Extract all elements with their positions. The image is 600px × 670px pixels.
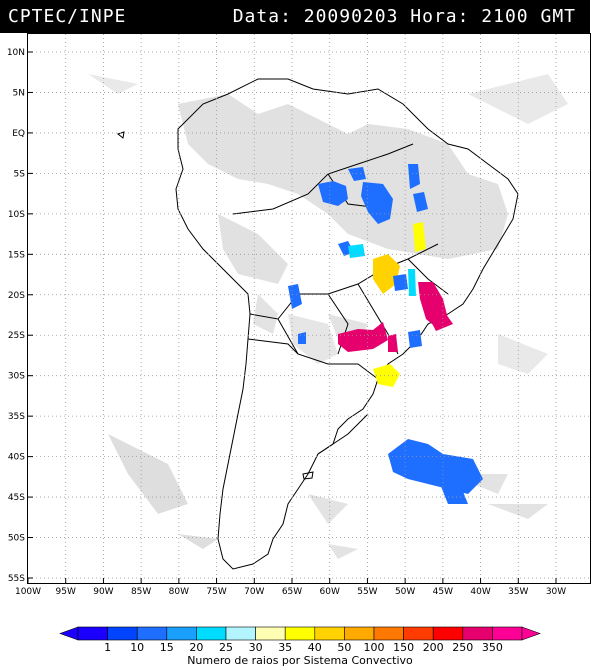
lon-label: 55W (357, 587, 377, 597)
lon-label: 95W (56, 587, 76, 597)
legend-swatch (373, 626, 404, 641)
lon-label: 90W (93, 587, 113, 597)
legend-value: 20 (189, 641, 203, 653)
lon-label: 100W (15, 587, 41, 597)
lat-label: 35S (8, 412, 25, 422)
lon-label: 35W (508, 587, 528, 597)
legend-value: 250 (452, 641, 473, 653)
source-label: CPTEC/INPE (8, 6, 127, 27)
longitude-labels: 100W 95W 90W 85W 80W 75W 70W 65W 60W 55W 50W 45W 40W… (15, 578, 566, 597)
legend-swatch (107, 626, 138, 641)
lon-label: 80W (169, 587, 189, 597)
lat-label: 15S (8, 250, 25, 260)
color-legend: 1 10 15 20 25 30 35 40 50 100 150 200 250 350 (59, 626, 541, 653)
legend-arrow-left (59, 626, 79, 641)
legend-value: 50 (337, 641, 351, 653)
lon-label: 75W (206, 587, 226, 597)
legend-swatch (432, 626, 464, 641)
legend-swatch (314, 626, 345, 641)
lat-label: 25S (8, 331, 25, 341)
lat-label: 40S (8, 453, 25, 463)
legend-swatch (225, 626, 256, 641)
legend-value: 150 (393, 641, 414, 653)
legend-value: 350 (482, 641, 503, 653)
lat-label: 50S (8, 534, 25, 544)
legend-value: 30 (249, 641, 263, 653)
graticule (28, 34, 590, 583)
lon-label: 30W (546, 587, 566, 597)
lon-label: 60W (320, 587, 340, 597)
lon-label: 65W (282, 587, 302, 597)
lat-label: 30S (8, 372, 25, 382)
lat-label: 5S (14, 169, 26, 179)
legend-value: 1 (104, 641, 111, 653)
lon-label: 40W (470, 587, 490, 597)
lon-label: 45W (433, 587, 453, 597)
legend-caption: Numero de raios por Sistema Convectivo (187, 654, 413, 667)
legend-swatch (344, 626, 375, 641)
legend-value: 35 (278, 641, 292, 653)
legend-swatch (255, 626, 286, 641)
legend-swatch (136, 626, 168, 641)
map-frame: 10N 5N EQ 5S 10S 15S 20S 25S 30S 35S 40S 45S 50S 55S … (7, 33, 591, 597)
lon-label: 85W (131, 587, 151, 597)
convective-systems (288, 164, 483, 504)
legend-value: 15 (160, 641, 174, 653)
legend-value: 10 (130, 641, 144, 653)
legend-swatch (196, 626, 227, 641)
lat-label: 10N (7, 48, 25, 58)
legend-value: 200 (423, 641, 444, 653)
legend-value: 40 (308, 641, 322, 653)
legend-value: 100 (364, 641, 385, 653)
legend-arrow-right (521, 626, 541, 641)
lat-label: 45S (8, 493, 25, 503)
legend-swatch (492, 626, 523, 641)
legend-swatch (166, 626, 197, 641)
lon-label: 70W (244, 587, 264, 597)
legend-swatch (77, 626, 108, 641)
lat-label: 10S (8, 210, 25, 220)
legend-swatch (284, 626, 316, 641)
legend-swatch (403, 626, 434, 641)
legend-swatch (462, 626, 493, 641)
title-bar: CPTEC/INPE Data: 20090203 Hora: 2100 GMT (0, 0, 590, 33)
cloud-cover (88, 74, 568, 559)
lon-label: 50W (395, 587, 415, 597)
datetime-label: Data: 20090203 Hora: 2100 GMT (232, 6, 576, 27)
legend-value: 25 (219, 641, 233, 653)
map-canvas: 10N5NEQ5S10S15S20S25S30S35S40S45S50S55S … (7, 34, 590, 597)
lat-label: EQ (12, 129, 25, 139)
lat-label: 55S (8, 574, 25, 584)
lat-label: 5N (13, 88, 25, 98)
lat-label: 20S (8, 291, 25, 301)
latitude-labels: 10N 5N EQ 5S 10S 15S 20S 25S 30S 35S 40S 45S 50S 55S (7, 48, 33, 584)
